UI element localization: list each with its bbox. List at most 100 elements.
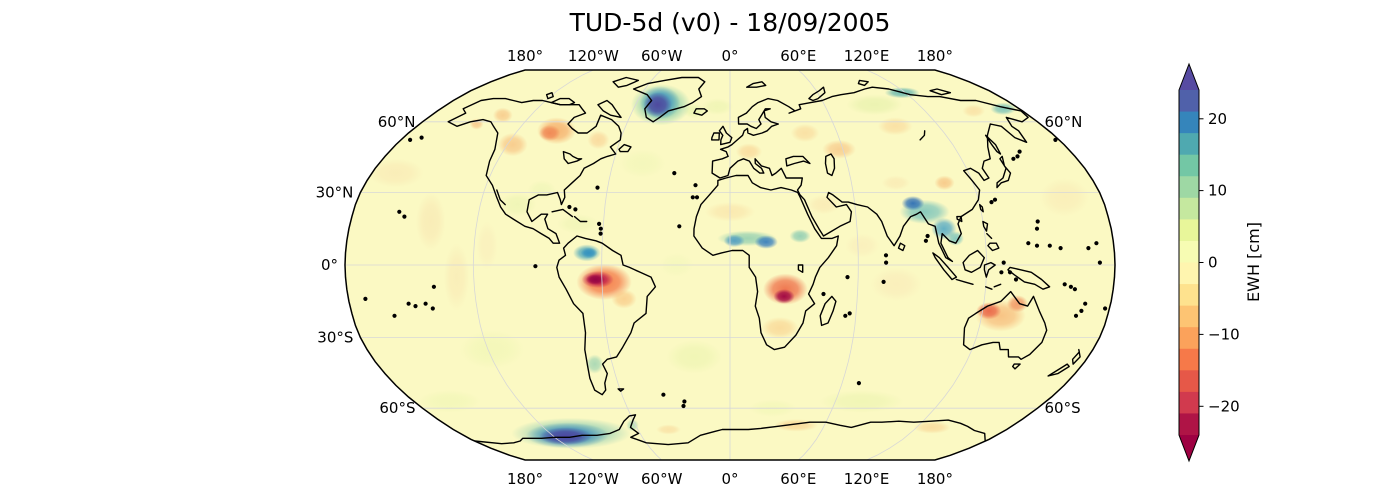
- coastline-newfoundland: [618, 143, 632, 153]
- coastline-lake-victoria: [797, 264, 804, 273]
- island-dot: [1073, 313, 1079, 318]
- island-dot: [677, 224, 682, 229]
- island-dot: [402, 214, 407, 219]
- island-dot: [1015, 154, 1020, 159]
- colorbar-segment-7: [1179, 240, 1199, 263]
- colorbar-segment-2: [1179, 133, 1199, 156]
- coastline-sumatra: [932, 252, 958, 281]
- coastline-borneo: [962, 249, 985, 273]
- coastline-new-zealand-north: [1071, 348, 1081, 365]
- lat-label-left-30: 30°N: [316, 184, 354, 202]
- lat-label-left--30: 30°S: [317, 329, 353, 347]
- coastline-north-america: [447, 97, 622, 244]
- anomaly-quebec-orange: [587, 130, 610, 150]
- island-dot: [847, 311, 852, 316]
- anomaly-ne-siberia-orange: [962, 104, 986, 118]
- anomaly-ethiopia-teal: [789, 229, 811, 243]
- anomaly-south-pacific-green: [459, 330, 525, 369]
- anomaly-tibet-tint: [881, 175, 911, 191]
- lon-label-top-60: 60°E: [780, 47, 816, 65]
- coastline-madagascar: [819, 295, 837, 327]
- coastline-mindanao: [987, 242, 1000, 252]
- coastline-sri-lanka: [897, 242, 906, 252]
- gridline-meridian--120: [472, 70, 594, 460]
- coastline-sulawesi: [983, 261, 996, 278]
- lat-label-right-60: 60°N: [1045, 113, 1083, 131]
- anomaly-north-atlantic-green: [618, 149, 666, 178]
- coastline-iceland: [693, 108, 708, 116]
- island-dot: [925, 233, 930, 239]
- colorbar-tick-label-20: 20: [1208, 110, 1227, 128]
- colorbar-tick-label--20: −20: [1208, 397, 1240, 415]
- island-dot: [883, 253, 889, 258]
- island-dot: [1017, 149, 1022, 154]
- figure-title: TUD-5d (v0) - 18/09/2005: [569, 8, 891, 37]
- island-dot: [1097, 260, 1102, 265]
- island-dot: [573, 207, 578, 212]
- coastline-britain: [718, 125, 733, 146]
- anomaly-canada-west-orange: [497, 132, 528, 157]
- colorbar-segment-4: [1179, 176, 1199, 199]
- island-dot: [856, 381, 861, 386]
- island-dot: [1094, 241, 1099, 246]
- lon-label-bottom--60: 60°W: [641, 470, 683, 488]
- anomaly-west-antarctica-core: [539, 427, 592, 446]
- coastline-visayas: [986, 232, 993, 240]
- anomaly-us-south-green: [527, 180, 557, 200]
- island-dot: [406, 301, 411, 306]
- colorbar-tick-label-10: 10: [1208, 182, 1227, 200]
- graticule-labels: 180° 180° 120°W 120°W 60°W 60°W 0° 0° 60°E 60°E 12…: [316, 47, 1083, 488]
- anomaly-china-orange: [934, 175, 955, 191]
- colorbar-segment-1: [1179, 111, 1199, 134]
- island-dot: [567, 204, 572, 210]
- anomaly-indian-ocean-tint: [870, 267, 922, 302]
- island-dot: [598, 231, 603, 236]
- island-dot: [430, 306, 435, 311]
- colorbar-arrow-top: [1179, 64, 1199, 90]
- island-dot: [1047, 243, 1052, 248]
- colorbar-segment-3: [1179, 154, 1199, 177]
- coastline-novaya-zemlya: [808, 86, 826, 102]
- island-dot: [419, 135, 424, 140]
- anomaly-south-atlantic-green: [666, 340, 722, 374]
- coastline-eurasia: [711, 86, 1029, 263]
- coastline-lesser-sunda-2: [993, 283, 1002, 288]
- coastline-sakhalin: [984, 134, 1002, 155]
- lon-label-bottom-60: 60°E: [780, 470, 816, 488]
- lat-label-left--60: 60°S: [379, 399, 415, 417]
- coastline-greenland: [632, 76, 706, 123]
- island-dot: [533, 264, 538, 269]
- island-dot: [1079, 308, 1084, 313]
- gridline-meridian--60: [601, 70, 662, 460]
- colorbar-segment-9: [1179, 284, 1199, 307]
- island-dot: [413, 304, 418, 309]
- lon-label-top-0: 0°: [721, 47, 738, 65]
- island-dot: [843, 313, 848, 318]
- world-map: [344, 69, 1116, 461]
- island-dot: [999, 270, 1004, 275]
- colorbar-segment-5: [1179, 197, 1199, 220]
- anomaly-sahel-blue-west: [723, 234, 745, 248]
- island-dot: [681, 403, 686, 409]
- anomaly-antarctic-peninsula-teal: [626, 419, 639, 432]
- island-dot: [1058, 246, 1063, 251]
- island-dot: [1011, 156, 1016, 161]
- island-dot: [1001, 260, 1006, 265]
- island-dot: [661, 392, 666, 397]
- island-dot: [1026, 241, 1031, 246]
- anomaly-north-pacific-tint: [368, 158, 424, 188]
- island-dot: [363, 296, 368, 301]
- anomaly-venezuela-core: [580, 247, 598, 259]
- lon-label-bottom-180: 180°: [917, 470, 953, 488]
- island-dot: [431, 284, 436, 289]
- colorbar-segment-6: [1179, 219, 1199, 242]
- coastline-severnaya-zemlya: [857, 79, 869, 87]
- coastline-australia: [962, 290, 1048, 360]
- anomaly-pacific-streak-1: [415, 192, 446, 251]
- island-dot: [1102, 306, 1108, 311]
- island-dot: [1072, 287, 1077, 292]
- anomaly-congo-core: [773, 289, 795, 304]
- coastline-gulf-of-california: [496, 189, 506, 206]
- coastline-japan: [996, 155, 1012, 189]
